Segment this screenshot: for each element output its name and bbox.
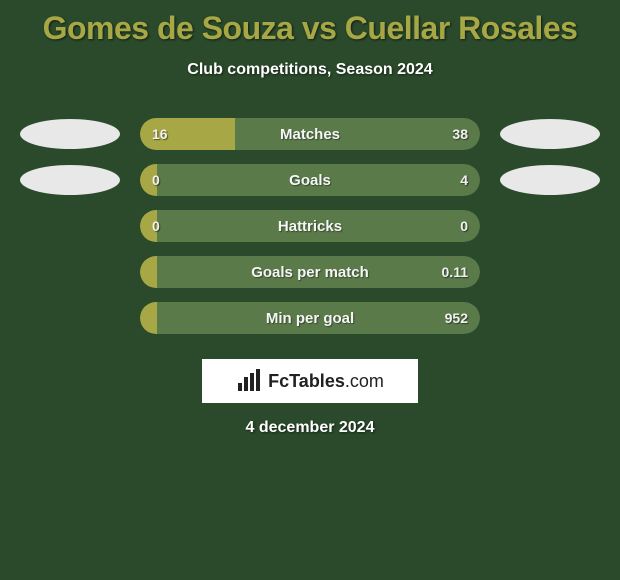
date-text: 4 december 2024 (0, 419, 620, 437)
content: Gomes de Souza vs Cuellar Rosales Club c… (0, 0, 620, 437)
player-ellipse-left (20, 165, 120, 195)
stat-row: Goals per match0.11 (0, 249, 620, 295)
logo-text: FcTables.com (268, 371, 384, 392)
stat-row: Goals0 4 (0, 157, 620, 203)
page-title: Gomes de Souza vs Cuellar Rosales (0, 0, 620, 47)
player-ellipse-right (500, 165, 600, 195)
stat-label: Goals per match (140, 256, 480, 288)
side-left (0, 165, 140, 195)
stat-bar: Goals per match0.11 (140, 256, 480, 288)
stat-value-left: 0 (152, 210, 160, 242)
stat-bar: Goals0 4 (140, 164, 480, 196)
stat-bar: Matches16 38 (140, 118, 480, 150)
stat-row: Hattricks0 0 (0, 203, 620, 249)
stat-value-left: 16 (152, 118, 168, 150)
stat-value-right: 0 (460, 210, 468, 242)
stat-bar: Min per goal952 (140, 302, 480, 334)
logo-box[interactable]: FcTables.com (202, 359, 418, 403)
subtitle: Club competitions, Season 2024 (0, 61, 620, 79)
stat-value-right: 4 (460, 164, 468, 196)
stat-value-left: 0 (152, 164, 160, 196)
side-left (0, 119, 140, 149)
stat-value-right: 38 (452, 118, 468, 150)
logo-suffix: .com (345, 371, 384, 391)
stat-label: Hattricks (140, 210, 480, 242)
bars-icon (236, 369, 264, 393)
stat-label: Matches (140, 118, 480, 150)
stat-row: Min per goal952 (0, 295, 620, 341)
stat-row: Matches16 38 (0, 111, 620, 157)
stat-label: Goals (140, 164, 480, 196)
logo-brand: FcTables (268, 371, 345, 391)
stats-section: Matches1638Goals04Hattricks00Goals per m… (0, 111, 620, 341)
side-right (480, 165, 620, 195)
stat-value-right: 0.11 (442, 256, 468, 288)
stat-value-right: 952 (445, 302, 468, 334)
player-ellipse-right (500, 119, 600, 149)
logo-inner: FcTables.com (236, 369, 384, 393)
stat-bar: Hattricks0 0 (140, 210, 480, 242)
player-ellipse-left (20, 119, 120, 149)
side-right (480, 119, 620, 149)
stat-label: Min per goal (140, 302, 480, 334)
